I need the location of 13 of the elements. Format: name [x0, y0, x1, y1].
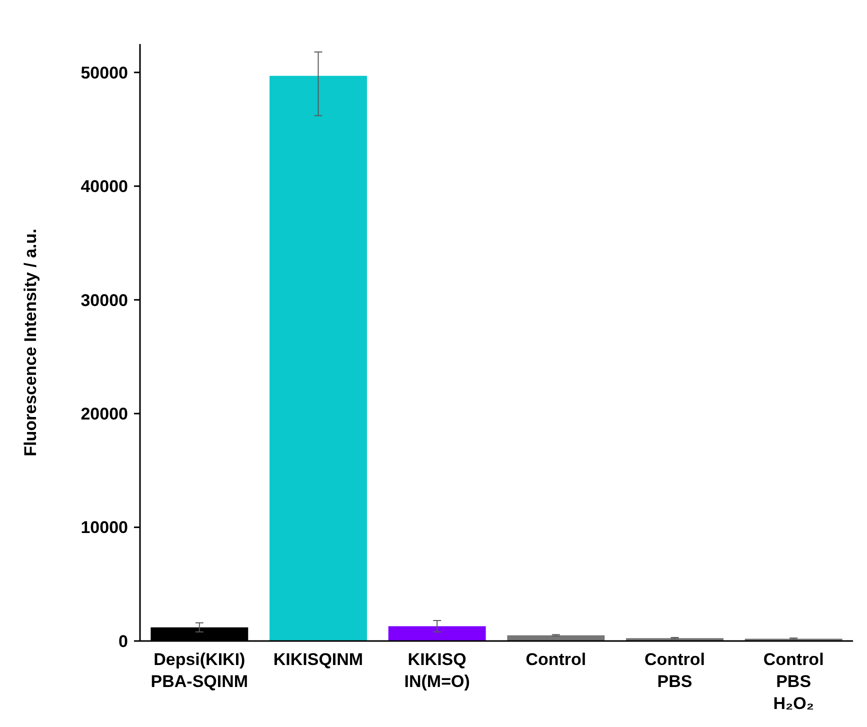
y-tick-label: 40000 — [80, 177, 128, 196]
x-tick-label: Control PBS — [644, 650, 705, 691]
y-tick-label: 20000 — [80, 404, 128, 424]
x-tick-label: Control — [526, 650, 586, 669]
y-axis-title: Fluorescence Intensity / a.u. — [20, 228, 40, 456]
x-tick-label: Depsi(KIKI) PBA-SQINM — [150, 650, 248, 691]
x-tick-label: Control PBS H₂O₂ — [763, 650, 824, 713]
x-tick-label: KIKISQ IN(M=O) — [404, 650, 470, 691]
y-tick-label: 30000 — [80, 290, 128, 310]
y-tick-label: 10000 — [80, 518, 128, 538]
y-tick-label: 0 — [118, 632, 128, 651]
y-tick-label: 50000 — [80, 63, 128, 82]
x-tick-label: KIKISQINM — [273, 650, 364, 669]
